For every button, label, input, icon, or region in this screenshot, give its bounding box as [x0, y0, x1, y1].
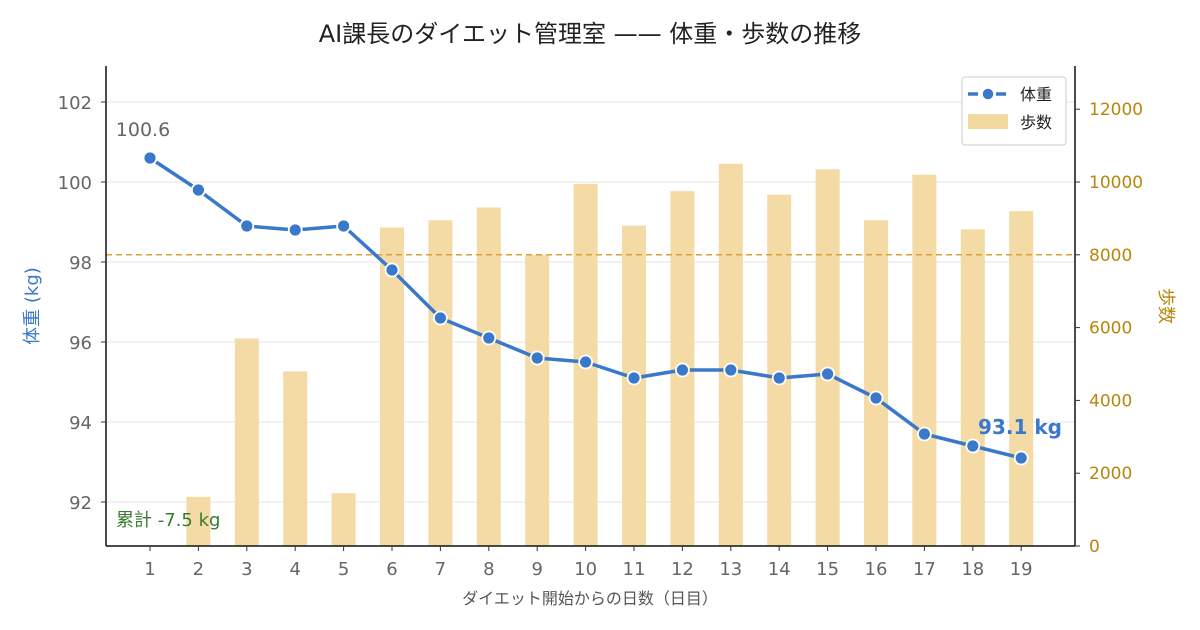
x-tick-label: 15: [816, 559, 839, 580]
x-tick-label: 12: [671, 559, 694, 580]
steps-bar: [767, 194, 792, 546]
x-tick-label: 4: [289, 559, 300, 580]
annotation-start-weight: 100.6: [116, 119, 170, 141]
steps-bar: [718, 163, 743, 546]
steps-bar: [428, 220, 453, 546]
chart-title: AI課長のダイエット管理室 —— 体重・歩数の推移: [319, 20, 862, 48]
weight-point: [820, 366, 835, 382]
axes: [105, 66, 1076, 547]
y-tick-label-right: 12000: [1089, 100, 1143, 120]
steps-bar: [186, 496, 211, 546]
legend-steps-label: 歩数: [1020, 113, 1052, 132]
x-tick-label: 10: [574, 559, 597, 580]
weight-point: [336, 218, 352, 234]
steps-bar: [815, 169, 840, 547]
x-tick-label: 1: [144, 559, 155, 580]
y-tick-label-left: 98: [69, 253, 92, 274]
ticks: 9294969810010202000400060008000100001200…: [58, 93, 1143, 580]
x-tick-label: 2: [193, 559, 204, 580]
weight-point: [675, 362, 690, 378]
annotation-end-weight: 93.1 kg: [978, 415, 1062, 439]
x-tick-label: 19: [1010, 559, 1033, 580]
legend-weight-label: 体重: [1020, 85, 1052, 104]
x-tick-label: 7: [435, 559, 446, 580]
weight-point: [239, 218, 255, 234]
y-axis-label-right: 歩数: [1155, 288, 1176, 324]
x-tick-label: 9: [531, 559, 542, 580]
weight-point: [917, 426, 932, 442]
x-tick-label: 3: [241, 559, 252, 580]
steps-bar: [622, 225, 646, 546]
y-tick-label-left: 100: [58, 173, 92, 194]
y-tick-label-right: 6000: [1089, 319, 1132, 339]
weight-point: [432, 310, 448, 326]
steps-bar: [864, 220, 888, 546]
weight-point: [1013, 450, 1029, 466]
x-tick-label: 8: [483, 559, 494, 580]
y-axis-label-left: 体重 (kg): [22, 267, 43, 345]
y-tick-label-right: 2000: [1089, 464, 1132, 484]
steps-bar: [476, 207, 501, 546]
y-tick-label-right: 0: [1089, 537, 1100, 557]
weight-line-group: [142, 150, 1029, 466]
y-tick-label-left: 94: [69, 413, 92, 434]
steps-bar: [283, 371, 308, 546]
x-axis-label: ダイエット開始からの日数（日目）: [462, 589, 718, 608]
weight-point: [384, 262, 400, 278]
x-tick-label: 11: [623, 559, 646, 580]
step-bars: [186, 163, 1034, 547]
steps-bar: [331, 493, 356, 546]
y-tick-label-left: 96: [69, 333, 92, 354]
x-tick-label: 18: [961, 559, 984, 580]
y-tick-label-left: 92: [69, 493, 92, 514]
weight-point: [771, 370, 787, 386]
y-tick-label-right: 4000: [1089, 391, 1132, 411]
weight-point: [287, 222, 303, 238]
steps-bar: [234, 338, 259, 546]
x-tick-label: 14: [768, 559, 791, 580]
weight-point: [723, 362, 739, 378]
legend-weight-marker: [981, 87, 995, 101]
y-tick-label-right: 10000: [1089, 173, 1143, 193]
y-tick-label-right: 8000: [1089, 246, 1132, 266]
x-tick-label: 5: [338, 559, 349, 580]
legend-steps-swatch: [968, 114, 1008, 129]
weight-point: [529, 350, 545, 366]
x-tick-label: 17: [913, 559, 936, 580]
weight-point: [868, 390, 884, 406]
weight-point: [481, 330, 497, 346]
steps-bar: [1009, 211, 1034, 546]
x-tick-label: 13: [719, 559, 742, 580]
steps-bar: [380, 227, 404, 546]
weight-point: [965, 438, 981, 454]
legend: 体重 歩数: [961, 76, 1067, 146]
y-tick-label-left: 102: [58, 93, 92, 114]
weight-point: [626, 370, 642, 386]
weight-point: [190, 182, 206, 198]
weight-point: [142, 150, 158, 166]
x-tick-label: 16: [865, 559, 888, 580]
steps-bar: [525, 254, 550, 546]
weight-point: [578, 354, 593, 370]
steps-bar: [960, 229, 985, 546]
annotation-total-loss: 累計 -7.5 kg: [116, 510, 220, 531]
steps-bar: [912, 174, 937, 546]
x-tick-label: 6: [386, 559, 397, 580]
